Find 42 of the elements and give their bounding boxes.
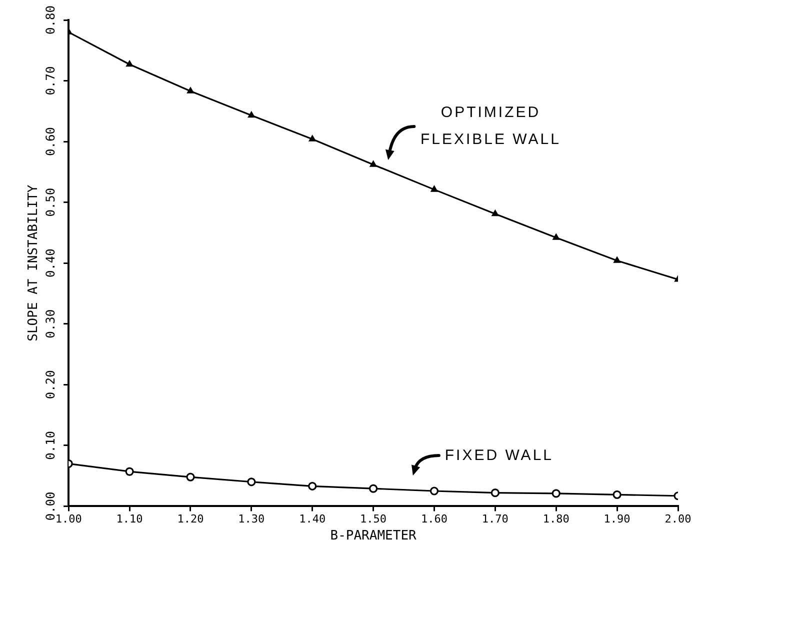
point bbox=[126, 60, 134, 67]
x-tick-label: 1.90 bbox=[604, 512, 630, 526]
point bbox=[490, 488, 500, 498]
annotation: OPTIMIZED FLEXIBLE WALL bbox=[420, 104, 561, 148]
point bbox=[369, 484, 378, 493]
x-tick-label: 1.30 bbox=[238, 512, 265, 526]
point bbox=[552, 234, 560, 240]
y-tick-label: 0.40 bbox=[44, 248, 58, 278]
x-tick-label: 1.10 bbox=[116, 512, 143, 526]
y-tick-label: 0.60 bbox=[44, 127, 58, 156]
point bbox=[614, 256, 621, 263]
point bbox=[248, 111, 255, 118]
x-tick-label: 1.70 bbox=[482, 512, 508, 526]
point bbox=[492, 210, 499, 216]
y-tick-label: 0.30 bbox=[44, 309, 58, 338]
y-tick-label: 0.80 bbox=[44, 6, 58, 34]
x-tick-label: 1.60 bbox=[420, 512, 448, 526]
x-tick-label: 1.00 bbox=[55, 512, 82, 526]
x-tick-label: 1.80 bbox=[542, 512, 570, 526]
point bbox=[308, 482, 317, 490]
x-tick-label: 1.50 bbox=[360, 512, 387, 526]
y-axis-title: SLOPE AT INSTABILITY bbox=[26, 184, 42, 342]
point bbox=[430, 186, 438, 192]
y-tick-label: 0.10 bbox=[44, 430, 58, 460]
point bbox=[247, 478, 256, 486]
y-tick-label: 0.70 bbox=[44, 66, 58, 96]
point bbox=[370, 160, 377, 167]
point bbox=[612, 490, 622, 499]
x-tick-label: 1.20 bbox=[177, 512, 204, 526]
y-tick-label: 0.00 bbox=[44, 492, 58, 521]
point bbox=[430, 486, 439, 496]
y-tick-label: 0.20 bbox=[44, 370, 58, 400]
y-tick-label: 0.50 bbox=[44, 188, 58, 217]
point bbox=[186, 87, 194, 94]
x-tick-label: 1.40 bbox=[299, 512, 326, 526]
x-tick-label: 2.00 bbox=[664, 512, 692, 526]
point bbox=[125, 467, 134, 476]
point bbox=[186, 472, 195, 482]
point bbox=[552, 489, 560, 498]
annotation: FIXED WALL bbox=[444, 447, 554, 464]
point bbox=[308, 135, 316, 142]
x-axis-title: B-PARAMETER bbox=[330, 528, 417, 544]
